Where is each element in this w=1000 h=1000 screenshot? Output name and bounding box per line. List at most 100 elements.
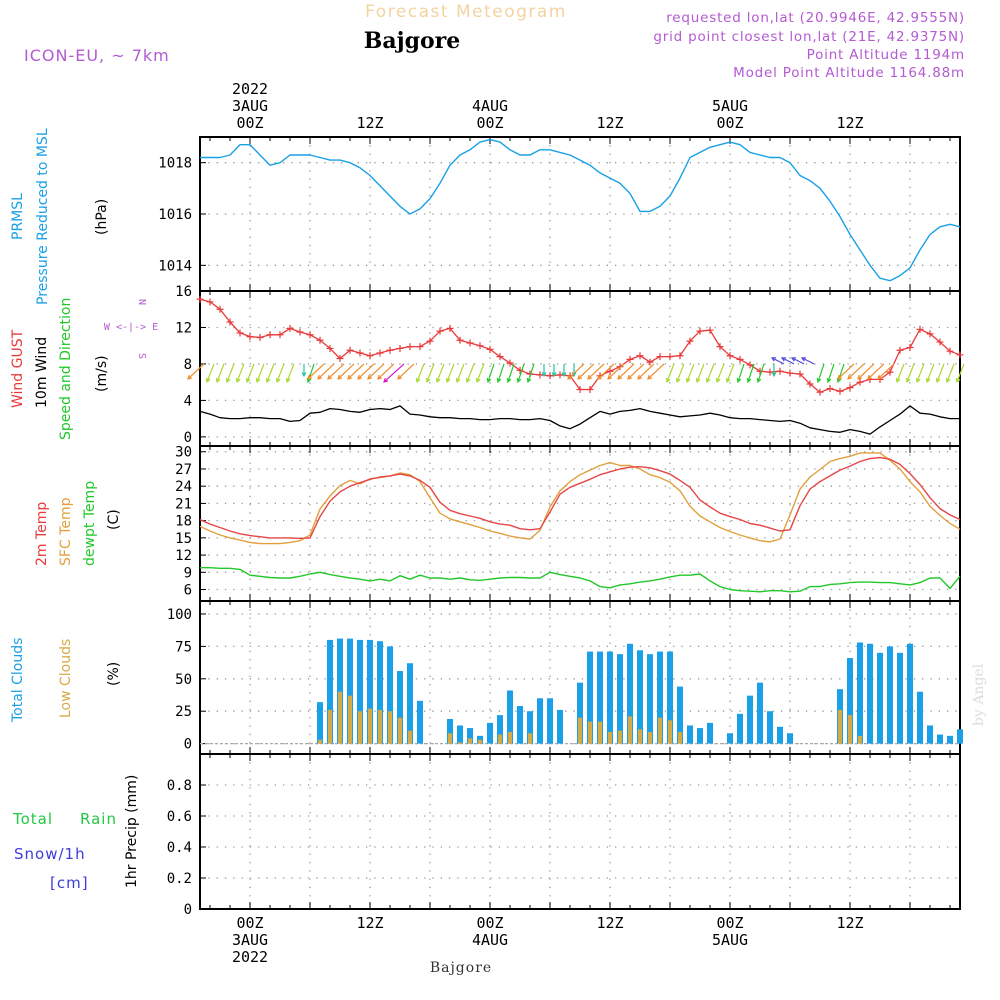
wind-direction-arrow xyxy=(455,363,465,384)
y-tick-label: 0 xyxy=(184,737,192,753)
y-tick-label: 1014 xyxy=(158,258,192,274)
gust-marker xyxy=(666,353,674,361)
y-tick-label: 1018 xyxy=(158,156,192,172)
gust-marker xyxy=(326,344,334,352)
wind-direction-arrow xyxy=(770,357,785,365)
wind-direction-arrow xyxy=(800,357,815,365)
wind-direction-arrow xyxy=(425,363,435,384)
y-tick-label: 21 xyxy=(175,496,192,512)
time-axis-label: 00Z xyxy=(716,114,743,132)
gust-marker xyxy=(346,346,354,354)
gust-marker xyxy=(406,343,414,351)
total-cloud-bar xyxy=(367,639,373,744)
precip-total-label: Total xyxy=(12,810,53,828)
total-cloud-bar xyxy=(707,722,713,744)
gust-marker xyxy=(336,354,344,362)
gust-marker xyxy=(506,359,514,367)
compass-south: S xyxy=(136,353,147,359)
gust-marker xyxy=(856,378,864,386)
dewpt-temp-line xyxy=(200,567,961,593)
low-cloud-bar xyxy=(648,731,652,744)
y-tick-label: 8 xyxy=(184,357,192,373)
wind-direction-arrow xyxy=(837,363,855,380)
total-cloud-bar xyxy=(397,671,403,744)
wind-direction-arrow xyxy=(205,363,215,384)
total-cloud-bar xyxy=(407,663,413,744)
wind-direction-arrow xyxy=(465,363,475,384)
gust-marker xyxy=(446,324,454,332)
total-cloud-bar xyxy=(457,725,463,744)
watermark: by Angel xyxy=(971,663,987,726)
gust-marker xyxy=(836,387,844,395)
gust-marker xyxy=(266,331,274,339)
time-axis-label: 2022 xyxy=(232,948,268,966)
y-tick-label: 30 xyxy=(175,445,192,461)
y-tick-label: 27 xyxy=(175,462,192,478)
y-tick-label: 4 xyxy=(184,393,192,409)
gust-marker xyxy=(796,370,804,378)
gust-marker xyxy=(886,368,894,376)
low-cloud-bar xyxy=(498,734,502,744)
total-cloud-bar xyxy=(947,735,953,744)
y-tick-label: 75 xyxy=(175,639,192,655)
wind-direction-arrow xyxy=(685,363,695,384)
gust-marker xyxy=(686,337,694,345)
low-cloud-bar xyxy=(588,721,592,744)
wind-direction-arrow xyxy=(415,363,425,384)
wind-direction-arrow xyxy=(516,363,525,384)
gust-marker xyxy=(556,371,564,379)
wind-direction-arrow xyxy=(255,363,265,384)
wind-direction-arrow xyxy=(307,363,325,380)
gust-marker xyxy=(386,346,394,354)
wind-direction-arrow xyxy=(877,363,895,380)
total-cloud-bar xyxy=(347,638,353,744)
gust-marker xyxy=(676,352,684,360)
wind-10m-label: 10m Wind xyxy=(34,337,50,408)
low-cloud-bar xyxy=(528,733,532,744)
total-cloud-bar xyxy=(327,639,333,744)
pressure-label-prmsl: PRMSL xyxy=(10,193,26,240)
gust-marker xyxy=(416,343,424,351)
low-cloud-bar xyxy=(678,731,682,744)
low-cloud-bar xyxy=(638,729,642,744)
gust-marker xyxy=(716,343,724,351)
low-cloud-bar xyxy=(318,739,322,744)
pressure-unit: (hPa) xyxy=(94,199,110,235)
gust-marker xyxy=(736,355,744,363)
compass-north: N xyxy=(136,299,147,305)
pressure-panel: 1014 1016 1018 xyxy=(158,136,961,292)
low-cloud-bar xyxy=(468,738,472,744)
time-axis-label: 12Z xyxy=(596,914,623,932)
pressure-label-msl: Pressure Reduced to MSL xyxy=(35,128,51,305)
wind-direction-arrow xyxy=(935,363,945,384)
time-axis-label: 12Z xyxy=(356,914,383,932)
wind-direction-arrow xyxy=(225,363,235,384)
wind-direction-arrow xyxy=(665,363,675,384)
total-cloud-bar xyxy=(607,651,613,744)
y-tick-label: 0.6 xyxy=(167,809,192,825)
low-cloud-bar xyxy=(398,717,402,744)
y-tick-label: 24 xyxy=(175,479,192,495)
y-tick-label: 15 xyxy=(175,531,192,547)
gust-marker xyxy=(936,338,944,346)
y-tick-label: 9 xyxy=(184,565,192,581)
gust-marker xyxy=(786,369,794,377)
time-axis-label: 00Z xyxy=(476,914,503,932)
wind-direction-arrow xyxy=(506,363,515,384)
temp-unit: (C) xyxy=(106,509,122,530)
total-cloud-bar xyxy=(587,651,593,744)
low-cloud-bar xyxy=(448,733,452,744)
pressure-line xyxy=(200,138,961,282)
wind-direction-arrow xyxy=(597,363,615,380)
wind-direction-arrow xyxy=(771,363,777,378)
clouds-unit: (%) xyxy=(106,662,122,686)
snow-label: Snow/1h xyxy=(14,845,86,863)
total-cloud-bar xyxy=(357,639,363,744)
wind-direction-arrow xyxy=(746,363,755,384)
gust-marker xyxy=(426,337,434,345)
gust-marker xyxy=(366,352,374,360)
gust-marker xyxy=(606,367,614,375)
wind-direction-arrow xyxy=(915,363,925,384)
gust-marker xyxy=(206,298,214,306)
